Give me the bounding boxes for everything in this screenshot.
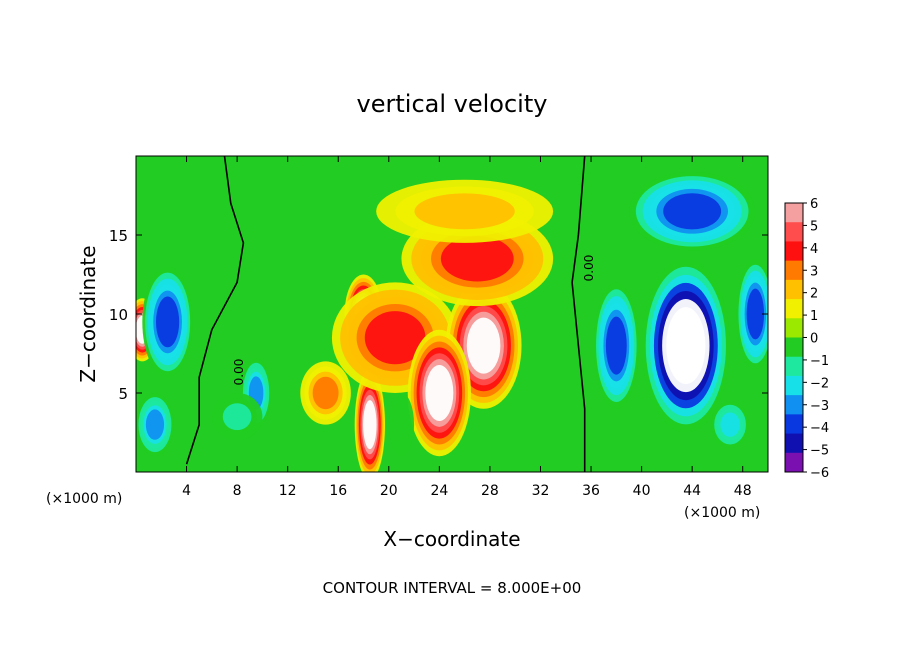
field-blob-12-level-3 [312, 376, 339, 410]
x-unit-right: (×1000 m) [684, 505, 760, 521]
x-tick-label-10: 44 [683, 483, 701, 499]
colorbar-swatch-11 [785, 414, 803, 435]
field-blob-14-level-6 [666, 307, 706, 385]
x-tick-label-5: 24 [430, 483, 448, 499]
colorbar-swatch-8 [785, 356, 803, 377]
zero-contour-1 [571, 155, 586, 472]
field-blob-10-level-4 [440, 235, 514, 282]
colorbar-swatch-1 [785, 222, 803, 242]
colorbar-swatch-4 [785, 279, 803, 300]
x-tick-label-9: 40 [633, 483, 651, 499]
colorbar-swatch-6 [785, 318, 803, 338]
x-axis-label: X−coordinate [383, 527, 520, 551]
x-unit-left: (×1000 m) [46, 491, 122, 507]
field-layer [136, 171, 768, 472]
field-blob-11-level-2 [414, 193, 515, 230]
field-blob-9-level-6 [425, 365, 454, 421]
colorbar-tick-label-10: −4 [810, 421, 829, 436]
colorbar-swatch-13 [785, 452, 803, 473]
plot-area [135, 155, 769, 473]
x-tick-label-0: 4 [182, 483, 191, 499]
x-tick-label-4: 20 [380, 483, 398, 499]
colorbar-swatch-12 [785, 433, 803, 454]
colorbar-swatch-0 [785, 203, 803, 223]
zero-contours [185, 155, 586, 472]
field-blob-17-level-5 [746, 288, 765, 340]
field-blob-13-level-1 [392, 403, 410, 446]
x-tick-label-2: 12 [279, 483, 297, 499]
contour-label-left: 0.00 [232, 359, 246, 386]
colorbar-tick-label-12: −6 [810, 466, 829, 481]
field-blob-1-level-5 [156, 296, 180, 348]
field-blob-2-level-4 [145, 409, 165, 440]
colorbar-tick-label-0: 6 [810, 197, 818, 212]
colorbar-tick-label-1: 5 [810, 219, 818, 234]
field-blob-8-level-6 [466, 317, 501, 374]
colorbar-tick-label-6: 0 [810, 332, 818, 347]
colorbar-swatch-5 [785, 299, 803, 319]
colorbar-tick-label-4: 2 [810, 287, 818, 302]
y-tick-label-1: 10 [109, 306, 128, 324]
x-axis-ticks: 4 8 12 16 20 24 28 32 36 40 44 48 [182, 156, 752, 499]
colorbar-tick-label-7: −1 [810, 354, 829, 369]
chart-title: vertical velocity [357, 90, 548, 118]
colorbar-swatch-3 [785, 260, 803, 281]
zero-contour-0 [185, 155, 245, 465]
y-tick-label-0: 5 [118, 385, 128, 403]
colorbar-tick-label-2: 4 [810, 242, 818, 257]
colorbar-swatch-7 [785, 337, 803, 358]
field-blob-4-level-2 [222, 403, 252, 431]
velocity-field [136, 171, 768, 472]
x-tick-label-7: 32 [532, 483, 550, 499]
field-blob-16-level-5 [605, 316, 627, 375]
x-tick-label-3: 16 [329, 483, 347, 499]
y-axis-ticks: 5 10 15 [109, 227, 768, 403]
y-tick-label-2: 15 [109, 227, 128, 245]
field-blob-18-level-3 [720, 412, 740, 437]
colorbar-tick-label-8: −2 [810, 376, 829, 391]
contour-interval-footer: CONTOUR INTERVAL = 8.000E+00 [323, 579, 582, 597]
x-tick-label-11: 48 [734, 483, 752, 499]
x-tick-label-1: 8 [233, 483, 242, 499]
x-tick-label-6: 28 [481, 483, 499, 499]
y-axis-label: Z−coordinate [76, 245, 100, 382]
colorbar: 6 5 4 3 2 1 0 −1 −2 −3 −4 −5 −6 [784, 197, 829, 481]
colorbar-tick-label-3: 3 [810, 264, 818, 279]
field-blob-6-level-6 [363, 400, 377, 450]
colorbar-swatch-9 [785, 375, 803, 396]
field-blob-7-level-4 [364, 311, 426, 365]
colorbar-tick-label-9: −3 [810, 399, 829, 414]
x-tick-label-8: 36 [582, 483, 600, 499]
colorbar-swatch-2 [785, 241, 803, 262]
contour-label-right: 0.00 [582, 255, 596, 282]
colorbar-tick-label-5: 1 [810, 309, 818, 324]
field-blob-15-level-5 [663, 193, 722, 230]
colorbar-swatch-10 [785, 395, 803, 415]
colorbar-tick-label-11: −5 [810, 444, 829, 459]
